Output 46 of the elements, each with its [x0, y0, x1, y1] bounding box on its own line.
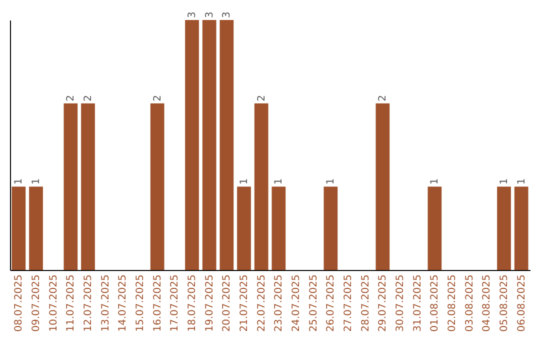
x-tick-label: 01.08.2025 [430, 274, 441, 332]
data-label: 1 [14, 178, 25, 185]
x-tick-label: 13.07.2025 [100, 274, 112, 332]
x-tick-label: 31.07.2025 [412, 274, 424, 332]
x-tick-label: 12.07.2025 [83, 274, 94, 332]
x-tick-label: 02.08.2025 [447, 274, 458, 332]
x-tick-label: 28.07.2025 [360, 274, 372, 332]
x-tick-label: 23.07.2025 [274, 274, 285, 332]
data-label: 1 [274, 178, 285, 185]
x-tick-label: 18.07.2025 [187, 274, 198, 332]
data-label: 2 [83, 94, 94, 102]
data-label: 3 [187, 12, 198, 18]
x-tick-label: 11.07.2025 [66, 274, 77, 332]
x-tick-label: 29.07.2025 [378, 274, 389, 332]
x-tick-label: 08.07.2025 [14, 274, 25, 332]
x-tick-label: 25.07.2025 [308, 274, 320, 332]
data-label: 1 [31, 178, 42, 185]
x-tick-label: 26.07.2025 [326, 274, 337, 332]
x-tick-label: 03.08.2025 [464, 274, 476, 332]
data-label: 2 [256, 94, 268, 102]
data-label: 1 [430, 178, 441, 185]
data-label: 1 [499, 178, 510, 185]
x-tick-label: 06.08.2025 [516, 274, 528, 332]
x-tick-label: 05.08.2025 [499, 274, 510, 332]
x-tick-label: 19.07.2025 [204, 274, 216, 332]
x-tick-label: 17.07.2025 [170, 274, 181, 332]
data-label: 1 [326, 178, 337, 185]
data-label: 2 [66, 94, 77, 102]
x-tick-label: 24.07.2025 [291, 274, 302, 332]
data-label: 2 [378, 94, 389, 102]
x-tick-label: 10.07.2025 [48, 274, 60, 332]
x-tick-label: 30.07.2025 [395, 274, 406, 332]
x-tick-label: 04.08.2025 [482, 274, 493, 332]
x-tick-label: 15.07.2025 [135, 274, 146, 332]
data-label: 1 [516, 178, 528, 185]
x-tick-label: 16.07.2025 [152, 274, 164, 332]
x-tick-label: 21.07.2025 [239, 274, 250, 332]
data-label: 3 [204, 12, 216, 18]
x-tick-label: 22.07.2025 [256, 274, 268, 332]
data-label: 3 [222, 12, 233, 18]
x-tick-label: 20.07.2025 [222, 274, 233, 332]
data-label: 1 [239, 178, 250, 185]
x-tick-label: 09.07.2025 [31, 274, 42, 332]
x-tick-label: 14.07.2025 [118, 274, 129, 332]
x-tick-label: 27.07.2025 [343, 274, 354, 332]
data-label: 2 [152, 94, 164, 102]
